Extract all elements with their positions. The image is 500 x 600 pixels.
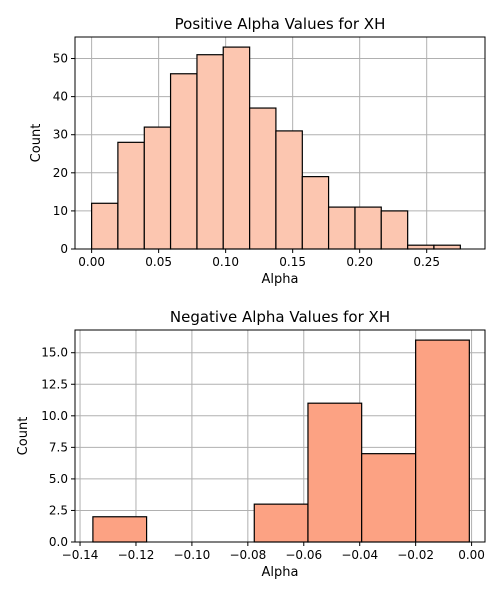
- y-axis-label: Count: [16, 417, 31, 456]
- y-tick-label: 12.5: [41, 377, 68, 391]
- histogram-bar: [92, 516, 148, 543]
- histogram-bar: [327, 206, 356, 250]
- chart-2: −0.14 −0.12 −0.10 −0.08 −0.06 −0.04 −0.02 0.00 0…: [16, 308, 486, 580]
- histogram-bar: [222, 46, 251, 250]
- chart-1: 0.00 0.05 0.10 0.15 0.20 0.25 0 10 20 30 40 50 Posit…: [29, 15, 486, 287]
- histogram-bar: [354, 206, 382, 250]
- y-tick-label: 0: [60, 242, 68, 256]
- x-tick-label: −0.10: [174, 548, 211, 562]
- x-tick-label: −0.12: [118, 548, 155, 562]
- x-tick-label: −0.08: [229, 548, 266, 562]
- histogram-bar: [380, 210, 409, 250]
- histogram-bar: [169, 73, 198, 250]
- y-tick-label: 5.0: [49, 472, 68, 486]
- y-tick-label: 40: [53, 90, 68, 104]
- histogram-bar: [253, 503, 309, 543]
- chart-title: Negative Alpha Values for XH: [170, 308, 390, 326]
- x-tick-label: 0.25: [413, 255, 440, 269]
- histogram-bar: [361, 453, 417, 543]
- x-tick-label: 0.20: [346, 255, 373, 269]
- histogram-bar: [91, 202, 119, 250]
- histogram-bar: [415, 339, 470, 543]
- x-tick-label: −0.04: [341, 548, 378, 562]
- x-tick-label: 0.10: [212, 255, 239, 269]
- x-tick-label: −0.14: [62, 548, 99, 562]
- chart-title: Positive Alpha Values for XH: [175, 15, 386, 33]
- x-tick-label: 0.05: [145, 255, 172, 269]
- y-tick-label: 10: [53, 204, 68, 218]
- x-tick-label: −0.06: [285, 548, 322, 562]
- histogram-bar: [307, 402, 363, 543]
- y-tick-label: 15.0: [41, 346, 68, 360]
- y-tick-label: 0.0: [49, 535, 68, 549]
- plot-frame: [74, 36, 486, 250]
- histogram-bar: [301, 176, 330, 250]
- x-axis-label: Alpha: [262, 565, 299, 580]
- y-tick-label: 30: [53, 128, 68, 142]
- histogram-bar: [407, 244, 435, 250]
- y-tick-label: 50: [53, 52, 68, 66]
- histogram-bar: [275, 130, 303, 250]
- histogram-bar: [433, 244, 461, 250]
- x-axis-label: Alpha: [262, 272, 299, 287]
- histogram-bar: [196, 54, 224, 250]
- x-tick-label: 0.00: [78, 255, 105, 269]
- x-tick-label: 0.00: [458, 548, 485, 562]
- plot-frame: [74, 329, 486, 543]
- x-tick-label: 0.15: [279, 255, 306, 269]
- y-tick-label: 20: [53, 166, 68, 180]
- y-tick-label: 7.5: [49, 440, 68, 454]
- histogram-bar: [249, 107, 277, 250]
- y-tick-label: 2.5: [49, 503, 68, 517]
- y-tick-label: 10.0: [41, 409, 68, 423]
- histogram-bar: [117, 141, 145, 250]
- y-axis-label: Count: [29, 124, 44, 163]
- x-tick-label: −0.02: [397, 548, 434, 562]
- histogram-bar: [143, 126, 172, 250]
